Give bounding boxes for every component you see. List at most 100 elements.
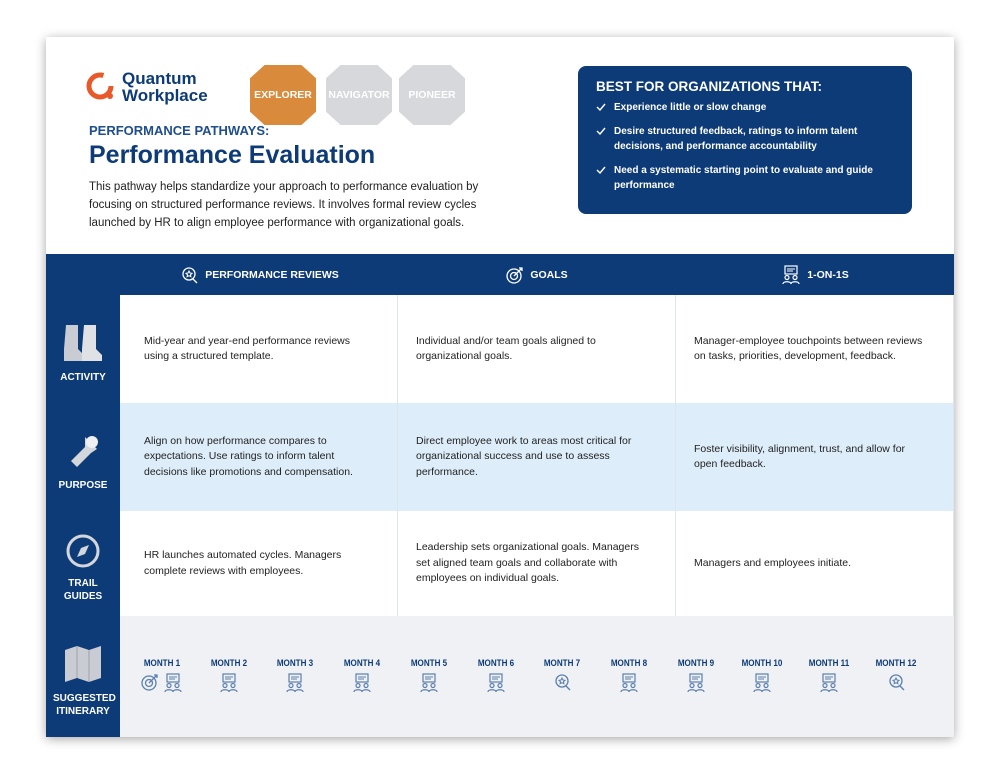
row-label: SUGGESTED ITINERARY (46, 624, 120, 737)
best-for-heading: BEST FOR ORGANIZATIONS THAT: (596, 79, 822, 94)
month-label: MONTH 2 (210, 658, 247, 669)
row-label-text: TRAIL GUIDES (63, 577, 103, 602)
cell-text: Managers and employees initiate. (694, 556, 852, 569)
badge: NAVIGATOR (326, 65, 392, 125)
icon (620, 673, 638, 693)
table-cell: Individual and/or team goals aligned to … (398, 295, 676, 403)
month-icons (466, 673, 526, 693)
month-icons (399, 673, 459, 693)
column-title: PERFORMANCE REVIEWS (205, 268, 339, 281)
column-header: GOALS (398, 254, 676, 295)
month-label: MONTH 9 (677, 658, 714, 669)
badge-active: EXPLORER (250, 65, 316, 125)
description: This pathway helps standardize your appr… (89, 181, 479, 229)
logo: Quantum Workplace (85, 70, 208, 104)
column-title: GOALS (530, 268, 568, 281)
table-cell: Mid-year and year-end performance review… (120, 295, 398, 403)
row-icon (71, 435, 98, 467)
cell-text: Leadership sets organizational goals. Ma… (416, 541, 639, 585)
month-icons (666, 673, 726, 693)
table-cell: Manager-employee touchpoints between rev… (676, 295, 954, 403)
month-icons (332, 673, 392, 693)
cell-text: Manager-employee touchpoints between rev… (694, 334, 923, 363)
row-label-text: ACTIVITY (60, 371, 106, 383)
icon (889, 674, 905, 691)
best-for-box: BEST FOR ORGANIZATIONS THAT: Experience … (578, 66, 912, 214)
logo-wordmark: Quantum Workplace (122, 70, 208, 104)
row-icon (64, 324, 102, 361)
row-label-text: PURPOSE (58, 479, 108, 491)
best-for-item: Desire structured feedback, ratings to i… (596, 124, 894, 154)
month-icons (732, 673, 792, 693)
best-for-list: Experience little or slow change Desire s… (596, 100, 894, 193)
icon (486, 673, 505, 693)
cell-text: Direct employee work to areas most criti… (416, 434, 632, 478)
icon (820, 673, 838, 693)
month-icons (132, 673, 192, 693)
month-label: MONTH 11 (808, 658, 850, 669)
best-for-item: Need a systematic starting point to eval… (596, 163, 894, 193)
itinerary-row: MONTH 1 MONTH 2 MONTH 3 MONTH 4 MONTH 5 MONTH… (120, 616, 954, 737)
table-cell: Direct employee work to areas most criti… (398, 403, 676, 511)
table-cell: Managers and employees initiate. (676, 511, 954, 616)
column-title: 1-ON-1S (807, 268, 849, 281)
cell-text: Individual and/or team goals aligned to … (416, 334, 596, 363)
table-cell: Align on how performance compares to exp… (120, 403, 398, 511)
month-icons (799, 673, 859, 693)
check (596, 166, 606, 174)
card: Quantum Workplace EXPLORER NAVIGATOR PIO… (46, 37, 954, 737)
month-label: MONTH 4 (343, 658, 381, 669)
icon (353, 673, 371, 693)
eyebrow: PERFORMANCE PATHWAYS: (89, 123, 270, 138)
month-icons (199, 673, 259, 693)
cell-text: HR launches automated cycles. Managers c… (144, 549, 342, 577)
icon (782, 264, 800, 284)
month-label: MONTH 1 (143, 658, 181, 669)
cell-text: Foster visibility, alignment, trust, and… (694, 442, 906, 471)
month-label: MONTH 3 (277, 658, 314, 669)
title: Performance Evaluation (89, 141, 376, 169)
row-label: PURPOSE (46, 411, 120, 511)
month-label: MONTH 12 (875, 658, 917, 669)
month-label: MONTH 5 (410, 658, 447, 669)
row-icon (65, 645, 101, 682)
check (596, 103, 606, 111)
best-for-text: Need a systematic starting point to eval… (614, 165, 873, 191)
row-label-column: ACTIVITY PURPOSE TRAIL GUIDES SUGGESTED ITI… (46, 295, 120, 737)
row-label-text: SUGGESTED ITINERARY (53, 692, 116, 717)
best-for-text: Desire structured feedback, ratings to i… (614, 126, 858, 152)
column-header: PERFORMANCE REVIEWS (120, 254, 398, 295)
best-for-item: Experience little or slow change (596, 100, 894, 115)
table-cell: Leadership sets organizational goals. Ma… (398, 511, 676, 616)
icon (164, 673, 182, 693)
table-cell: HR launches automated cycles. Managers c… (120, 511, 398, 616)
logo-line: Quantum (122, 69, 197, 88)
table-cell: Foster visibility, alignment, trust, and… (676, 403, 954, 511)
cell-text: Mid-year and year-end performance review… (144, 334, 351, 363)
icon (286, 673, 304, 693)
column-header: 1-ON-1S (676, 254, 954, 295)
check (596, 127, 606, 135)
icon (506, 266, 523, 284)
month-icons (265, 673, 325, 693)
logo-mark (86, 72, 114, 100)
icon (753, 673, 771, 693)
icon (220, 673, 238, 693)
month-label: MONTH 10 (741, 658, 783, 669)
month-icons (532, 673, 592, 691)
month-label: MONTH 8 (610, 658, 648, 669)
icon (182, 266, 198, 283)
best-for-text: Experience little or slow change (614, 102, 767, 113)
row-icon (66, 534, 100, 567)
icon (141, 674, 158, 691)
table-header: PERFORMANCE REVIEWS GOALS 1-ON-1S (46, 254, 954, 295)
icon (686, 673, 705, 693)
row-label: ACTIVITY (46, 303, 120, 403)
row-label: TRAIL GUIDES (46, 519, 120, 616)
icon (555, 674, 571, 691)
month-icons (599, 673, 659, 693)
icon (420, 673, 438, 693)
cell-text: Align on how performance compares to exp… (144, 434, 353, 478)
